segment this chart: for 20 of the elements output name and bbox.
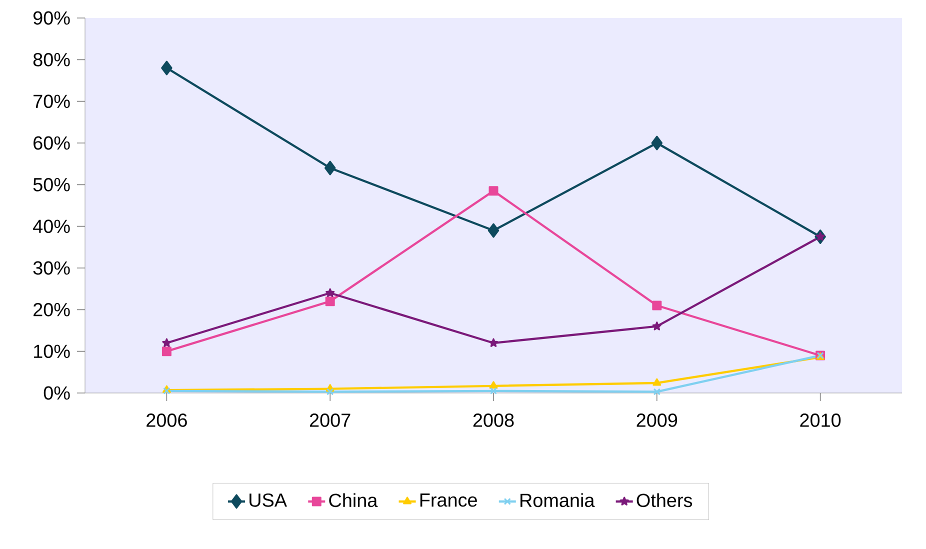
y-tick-label: 50% [33, 178, 70, 192]
x-tick-label: 2006 [146, 414, 187, 427]
x-tick-label: 2010 [800, 414, 841, 427]
y-tick-label: 70% [34, 94, 70, 108]
y-tick-label: 30% [33, 261, 70, 275]
legend-label: France [420, 494, 477, 507]
x-tick-label: 2007 [310, 414, 350, 427]
y-tick-label: 20% [34, 302, 70, 316]
y-tick-label: 40% [33, 220, 70, 234]
x-tick-label: 2008 [473, 414, 514, 427]
legend-label: Others [636, 493, 692, 508]
y-tick-label: 10% [34, 344, 70, 358]
x-tick-label: 2009 [636, 414, 678, 427]
y-tick-label: 60% [34, 136, 70, 150]
legend-label: Romania [520, 493, 595, 508]
y-tick-label: 80% [33, 52, 70, 66]
y-tick-label: 90% [33, 11, 70, 25]
legend-label: USA [250, 493, 287, 507]
y-tick-label: 0% [44, 386, 70, 400]
legend-label: China [329, 493, 378, 508]
